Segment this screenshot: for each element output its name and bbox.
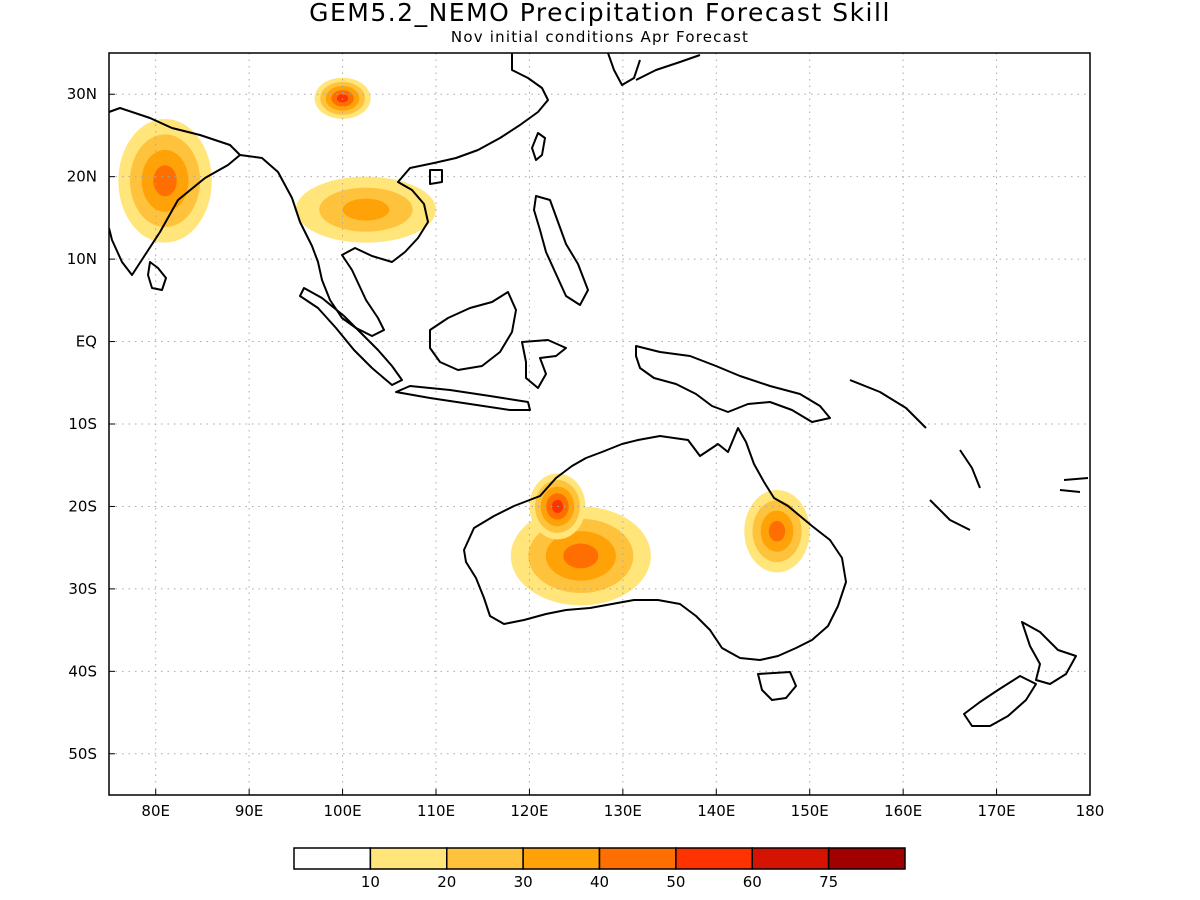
skill-shading-layer [118, 77, 810, 606]
x-tick-label: 120E [510, 802, 548, 820]
skill-contour-2-40 [768, 520, 786, 542]
colorbar-swatch [827, 847, 906, 870]
y-tick-label: 30N [67, 85, 97, 103]
coastline-india [109, 107, 241, 276]
chart-subtitle: Nov initial conditions Apr Forecast [450, 28, 750, 46]
coastline-java [395, 385, 531, 411]
coastline-japan [635, 54, 701, 81]
x-tick-label: 160E [884, 802, 922, 820]
coastline-borneo [429, 291, 517, 371]
y-tick-label: 10S [68, 415, 97, 433]
colorbar-label: 75 [819, 873, 838, 891]
coastline-sulawesi [521, 339, 567, 389]
x-tick-label: 180 [1076, 802, 1105, 820]
skill-contour-5-40 [153, 165, 177, 197]
skill-contour-0-40 [563, 543, 599, 569]
colorbar-swatch [446, 847, 524, 870]
colorbar-label: 60 [743, 873, 762, 891]
colorbar-swatch [293, 847, 372, 870]
skill-contour-3-30 [342, 198, 390, 221]
coastline-nz-south [963, 675, 1037, 727]
chart-title: GEM5.2_NEMO Precipitation Forecast Skill [309, 0, 891, 27]
colorbar-swatch [751, 847, 830, 870]
coastline-australia [463, 427, 847, 661]
colorbar-swatch [675, 847, 753, 870]
x-tick-label: 150E [791, 802, 829, 820]
x-tick-label: 140E [697, 802, 735, 820]
gridlines [109, 53, 1090, 795]
y-tick-label: 30S [68, 580, 97, 598]
x-tick-label: 130E [604, 802, 642, 820]
y-tick-label: EQ [76, 333, 97, 351]
colorbar-label: 40 [590, 873, 609, 891]
coastlines [109, 53, 1089, 727]
x-tick-label: 90E [235, 802, 264, 820]
y-tick-label: 10N [67, 250, 97, 268]
colorbar-swatch [522, 847, 601, 870]
colorbar-label: 10 [361, 873, 380, 891]
coastline-hainan [429, 169, 443, 185]
y-tick-label: 20S [68, 497, 97, 515]
colorbar-label: 30 [514, 873, 533, 891]
coastline-solomon-islands [849, 379, 927, 429]
skill-contour-1-50 [551, 499, 564, 514]
coastline-pacific-islands [929, 449, 1089, 531]
x-tick-label: 110E [417, 802, 455, 820]
plot-frame [108, 52, 1091, 796]
coastline-tasmania [757, 671, 797, 701]
x-axis-ticks: 80E 90E 100E 110E 120E 130E 140E 150E 160E 170E 18… [141, 789, 1104, 820]
y-axis-ticks: 30N 20N 10N EQ 10S 20S 30S 40S 50S [67, 85, 115, 763]
x-tick-label: 80E [141, 802, 170, 820]
coastline-indochina [239, 53, 549, 337]
coastline-philippines [533, 195, 589, 306]
coastline-sumatra [299, 287, 403, 386]
coastline-new-guinea [635, 345, 831, 423]
coastline-taiwan [531, 132, 546, 161]
skill-contour-4-50 [336, 94, 349, 103]
y-tick-label: 20N [67, 168, 97, 186]
colorbar-label: 20 [437, 873, 456, 891]
x-tick-label: 100E [324, 802, 362, 820]
colorbar-swatch [369, 847, 448, 870]
y-tick-label: 50S [68, 745, 97, 763]
colorbar-label: 50 [666, 873, 685, 891]
x-tick-label: 170E [978, 802, 1016, 820]
coastline-korea [607, 53, 641, 86]
coastline-sri-lanka [147, 261, 167, 291]
y-tick-label: 40S [68, 662, 97, 680]
colorbar: 10 20 30 40 50 60 75 [293, 847, 906, 891]
colorbar-swatch [598, 847, 677, 870]
coastline-nz-north [1021, 621, 1077, 685]
